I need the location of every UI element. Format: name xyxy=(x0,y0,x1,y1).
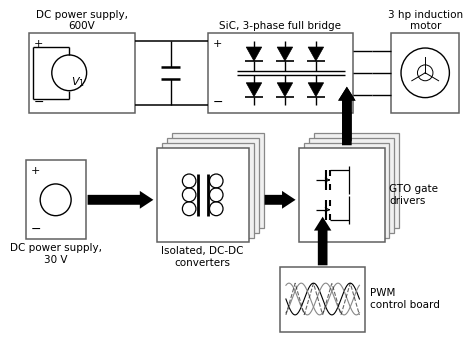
Text: Isolated, DC-DC
converters: Isolated, DC-DC converters xyxy=(162,246,244,268)
Bar xyxy=(172,133,264,228)
Text: −: − xyxy=(212,95,223,108)
Bar xyxy=(162,143,254,238)
Text: +: + xyxy=(30,166,40,176)
Text: +: + xyxy=(33,39,43,49)
Text: $V_1$: $V_1$ xyxy=(71,75,85,89)
FancyArrow shape xyxy=(264,191,296,209)
Bar xyxy=(300,148,384,243)
Bar xyxy=(157,148,249,243)
Polygon shape xyxy=(277,83,292,97)
Text: DC power supply,
600V: DC power supply, 600V xyxy=(36,10,128,31)
FancyArrow shape xyxy=(314,217,331,265)
Bar xyxy=(314,133,399,228)
Bar xyxy=(392,33,459,113)
Text: PWM
control board: PWM control board xyxy=(370,288,440,310)
Text: −: − xyxy=(30,222,41,235)
Bar xyxy=(309,138,394,233)
Bar xyxy=(28,33,135,113)
Polygon shape xyxy=(246,47,262,61)
Polygon shape xyxy=(277,47,292,61)
FancyArrow shape xyxy=(338,87,356,145)
Text: SiC, 3-phase full bridge: SiC, 3-phase full bridge xyxy=(219,21,341,31)
Bar xyxy=(280,267,365,332)
Bar xyxy=(304,143,390,238)
Text: DC power supply,
30 V: DC power supply, 30 V xyxy=(9,244,101,265)
Bar xyxy=(208,33,353,113)
Polygon shape xyxy=(246,83,262,97)
FancyArrow shape xyxy=(338,87,356,141)
Polygon shape xyxy=(308,47,324,61)
Polygon shape xyxy=(308,83,324,97)
Text: 3 hp induction
motor: 3 hp induction motor xyxy=(388,10,463,31)
FancyArrow shape xyxy=(88,191,154,209)
Text: −: − xyxy=(33,95,44,108)
Text: +: + xyxy=(212,39,222,49)
Text: GTO gate
drivers: GTO gate drivers xyxy=(390,184,438,206)
Bar xyxy=(167,138,259,233)
Bar xyxy=(26,160,86,239)
